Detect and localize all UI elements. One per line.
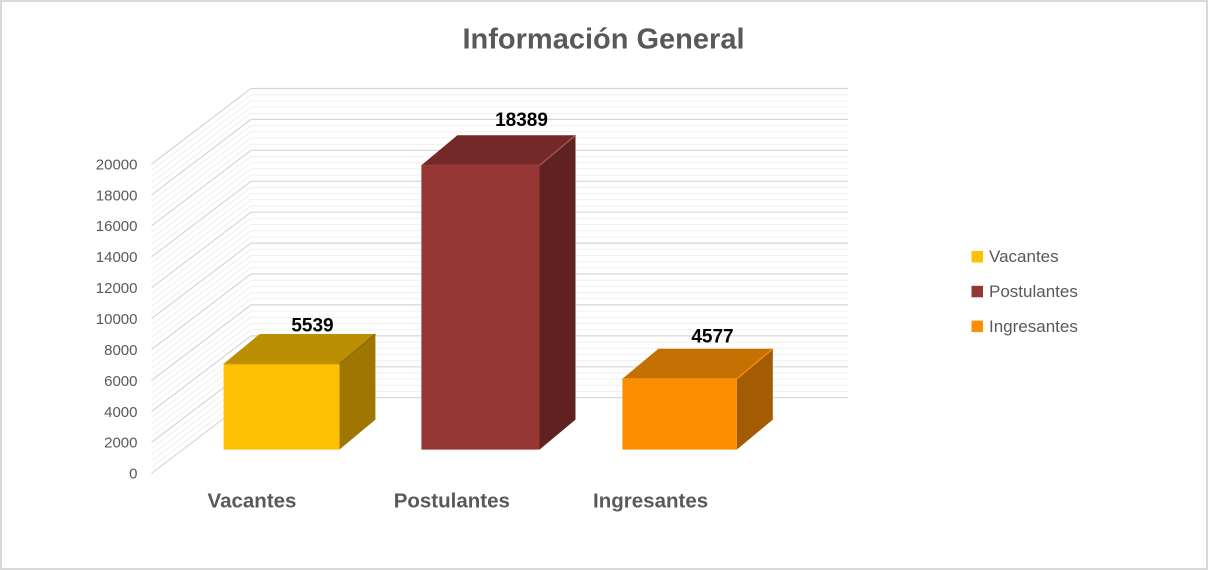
svg-text:10000: 10000 [96, 311, 138, 328]
svg-text:6000: 6000 [104, 373, 137, 390]
svg-text:Ingresantes: Ingresantes [593, 490, 708, 513]
svg-text:Vacantes: Vacantes [989, 247, 1059, 266]
svg-text:0: 0 [129, 466, 137, 483]
svg-text:Vacantes: Vacantes [208, 490, 297, 513]
svg-text:8000: 8000 [104, 342, 137, 359]
svg-text:12000: 12000 [96, 280, 138, 297]
svg-text:4577: 4577 [691, 326, 733, 347]
svg-text:2000: 2000 [104, 435, 137, 452]
svg-text:18000: 18000 [96, 187, 138, 204]
svg-text:20000: 20000 [96, 156, 138, 173]
svg-text:16000: 16000 [96, 218, 138, 235]
svg-text:Información General: Información General [462, 24, 744, 56]
svg-text:Postulantes: Postulantes [394, 490, 510, 513]
svg-text:Postulantes: Postulantes [989, 282, 1078, 301]
svg-text:Ingresantes: Ingresantes [989, 317, 1078, 336]
svg-text:5539: 5539 [291, 315, 333, 336]
svg-text:4000: 4000 [104, 404, 137, 421]
svg-text:14000: 14000 [96, 249, 138, 266]
svg-text:18389: 18389 [495, 110, 548, 131]
